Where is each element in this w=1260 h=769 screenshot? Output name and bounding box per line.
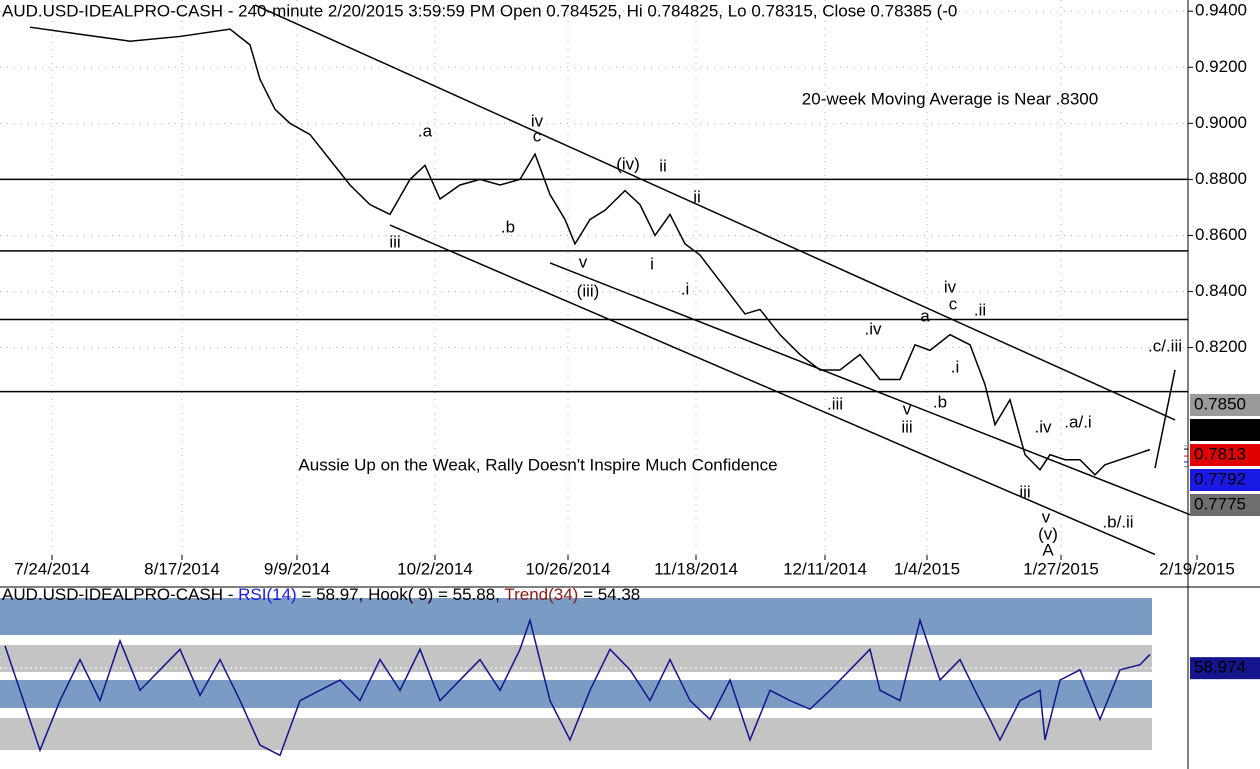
wave-label: .a (418, 122, 433, 141)
price-tag-label: 0.7838 (1194, 419, 1246, 438)
rsi-title-part: = 54.38 (578, 585, 640, 604)
wave-label: .a/.i (1064, 412, 1091, 431)
wave-label: .i (681, 280, 690, 299)
wave-label: .iv (1035, 418, 1053, 437)
price-tag-label: 0.7813 (1194, 444, 1246, 463)
x-tick-label: 11/18/2014 (654, 559, 738, 578)
wave-label: v (903, 400, 912, 419)
price-tag (1190, 444, 1260, 466)
y-tick-label: 0.9400 (1195, 1, 1247, 20)
x-tick-label: 12/11/2014 (783, 559, 867, 578)
x-tick-label: 7/24/2014 (14, 559, 90, 578)
rsi-title-part: AUD.USD-IDEALPRO-CASH - (2, 585, 238, 604)
wave-label: ii (693, 187, 701, 206)
wave-label: v (579, 252, 588, 271)
band (0, 598, 1152, 635)
wave-label: iv (531, 111, 544, 130)
price-tag-label: 0.7775 (1194, 494, 1246, 513)
wave-label: c (533, 127, 542, 146)
x-tick-label: 8/17/2014 (144, 559, 220, 578)
price-plot: 0.9400 0.9200 0.9000 0.8800 0.8600 0.8400 0.82… (0, 0, 1247, 578)
price-tag (1190, 469, 1260, 491)
trend-line (549, 262, 1191, 516)
y-tick-label: 0.8600 (1195, 225, 1247, 244)
x-tick-label: 9/9/2014 (264, 559, 330, 578)
wave-label: .c/.iii (1148, 336, 1182, 355)
wave-label: iii (389, 233, 400, 252)
x-tick-label: 2/19/2015 (1159, 559, 1235, 578)
price-tag-label: 0.7792 (1194, 469, 1246, 488)
y-tick-label: 0.8800 (1195, 169, 1247, 188)
wave-label: iv (944, 277, 957, 296)
x-tick-label: 1/27/2015 (1023, 559, 1099, 578)
x-tick-label: 10/26/2014 (525, 559, 610, 578)
wave-label: A (1042, 541, 1054, 560)
wave-label: ii (659, 157, 667, 176)
wave-label: .b/.ii (1102, 513, 1133, 532)
wave-label: (v) (1038, 525, 1058, 544)
price-tag-label: 0.7850 (1194, 394, 1246, 413)
price-line (29, 26, 1151, 476)
wave-label: (iii) (577, 282, 600, 301)
wave-label: i (650, 254, 654, 273)
rsi-bands (0, 598, 1152, 750)
wave-label: (iv) (616, 155, 640, 174)
annotation: Aussie Up on the Weak, Rally Doesn't Ins… (298, 455, 777, 474)
wave-label: .iv (865, 319, 883, 338)
band (0, 718, 1152, 750)
wave-label: .i (951, 358, 960, 377)
x-tick-label: 10/2/2014 (397, 559, 473, 578)
y-tick-label: 0.8400 (1195, 281, 1247, 300)
wave-label: .iii (827, 395, 843, 414)
y-tick-label: 0.9200 (1195, 57, 1247, 76)
wave-label: c (949, 294, 958, 313)
wave-label: iii (1019, 483, 1030, 502)
y-tick-label: 0.9000 (1195, 113, 1247, 132)
trend-line (254, 4, 1176, 421)
wave-label: a (920, 307, 930, 326)
price-tag (1190, 394, 1260, 416)
rsi-title-part: RSI(14) (238, 585, 297, 604)
x-tick-label: 1/4/2015 (894, 559, 960, 578)
price-tag (1190, 494, 1260, 516)
value-tag (1190, 657, 1260, 680)
wave-label: .b (933, 393, 947, 412)
y-tick-label: 0.8200 (1195, 337, 1247, 356)
value-tag-label: 58.974 (1194, 658, 1246, 677)
rsi-title-part: = 58.97, Hook( 9) = 55.88, (297, 585, 505, 604)
trend-line (389, 224, 1156, 556)
wave-label: v (1042, 507, 1051, 526)
rsi-title-part: Trend(34) (504, 585, 578, 604)
wave-label: .b (501, 217, 515, 236)
annotation: 20-week Moving Average is Near .8300 (802, 90, 1098, 109)
wave-label: .ii (974, 301, 986, 320)
wave-label: iii (901, 418, 912, 437)
price-tag (1190, 419, 1260, 441)
rsi-line (4, 617, 1151, 757)
band (0, 680, 1152, 708)
rsi-title: AUD.USD-IDEALPRO-CASH - RSI(14) = 58.97,… (2, 585, 640, 604)
trend-line (1154, 369, 1176, 469)
chart-title: AUD.USD-IDEALPRO-CASH - 240-minute 2/20/… (2, 1, 957, 20)
